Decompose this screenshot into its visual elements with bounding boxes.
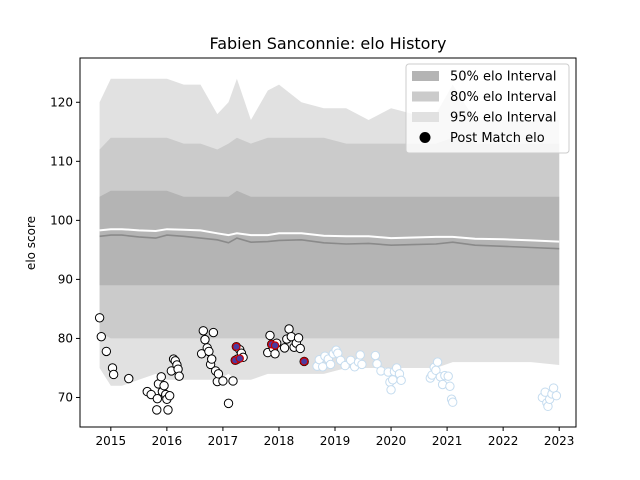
post-match-point [94,313,105,323]
post-match-point-faded [551,391,562,401]
post-match-point-faded [448,397,458,407]
legend-box [405,63,570,154]
x-tick-label: 2017 [208,434,239,448]
post-match-point-faded [386,385,396,395]
legend-swatch-1 [412,71,439,81]
plot-area [94,78,562,415]
post-match-point [200,334,210,345]
post-match-point-highlighted [299,357,309,366]
legend-label-1: 50% elo Interval [450,70,557,85]
post-match-point-faded [325,359,336,370]
post-match-point-faded [357,359,367,370]
post-match-point [108,369,119,380]
x-tick-label: 2018 [264,434,295,448]
mean-elo-line [99,228,560,243]
post-match-point [228,376,238,386]
post-match-point [284,324,294,334]
post-match-point [293,333,304,343]
post-match-point [223,398,234,409]
legend-swatch-2 [412,91,439,102]
post-match-point-faded [432,357,443,367]
post-match-point [152,393,163,404]
y-tick-label: 120 [50,95,73,109]
band-50-interval [99,190,560,286]
y-tick-label: 70 [58,390,73,404]
post-match-point-highlighted [235,354,244,363]
post-match-point [279,343,290,353]
legend-label-3: 95% elo Interval [450,111,557,126]
median-elo-line [99,234,560,250]
post-match-point-faded [443,371,453,381]
post-match-point-highlighted [232,342,241,351]
post-match-point [152,405,162,415]
post-match-point [208,327,219,338]
post-match-point [213,369,224,379]
x-tick-label: 2023 [544,434,575,448]
legend-swatch-3 [412,112,439,122]
post-match-point [96,331,106,342]
post-match-point [265,330,275,341]
chart-title: Fabien Sanconnie: elo History [209,34,446,53]
post-match-point [270,349,280,359]
post-match-point [159,380,169,391]
post-match-point-faded [445,381,455,391]
x-tick-label: 2019 [320,434,351,448]
y-axis-label: elo score [24,216,38,270]
legend: 50% elo Interval 80% elo Interval 95% elo … [405,63,570,154]
post-match-point [124,373,134,384]
legend-label-4: Post Match elo [450,131,545,146]
legend-label-2: 80% elo Interval [450,90,557,105]
post-match-point [156,372,166,382]
axes-frame [79,57,577,428]
post-match-point-faded [372,359,382,369]
post-match-point [164,391,175,401]
post-match-point [101,346,112,357]
y-tick-label: 100 [50,213,73,227]
post-match-point [163,405,173,415]
post-match-point-faded [388,375,398,385]
post-match-point [295,343,305,354]
post-match-point-faded [340,360,350,371]
x-tick-label: 2016 [152,434,183,448]
post-match-point-faded [370,350,381,361]
post-match-point [204,346,214,357]
post-match-point-faded [396,375,406,386]
post-match-point [174,371,184,381]
x-tick-label: 2021 [432,434,463,448]
post-match-point-faded [548,383,559,393]
y-tick-label: 90 [58,272,73,286]
post-match-point [198,326,208,336]
post-match-point [207,354,217,364]
y-tick-label: 80 [58,331,73,345]
post-match-point-faded [355,350,365,360]
post-match-point-faded [317,362,328,372]
x-tick-label: 2015 [96,434,127,448]
y-tick-label: 110 [50,154,73,168]
x-tick-label: 2022 [488,434,519,448]
post-match-point-highlighted [270,341,280,350]
axes: 2015 2016 2017 2018 2019 2020 2021 2022 2023 70 80… [50,57,577,448]
x-tick-label: 2020 [376,434,407,448]
post-match-point [218,376,228,386]
legend-swatch-4 [419,132,431,143]
